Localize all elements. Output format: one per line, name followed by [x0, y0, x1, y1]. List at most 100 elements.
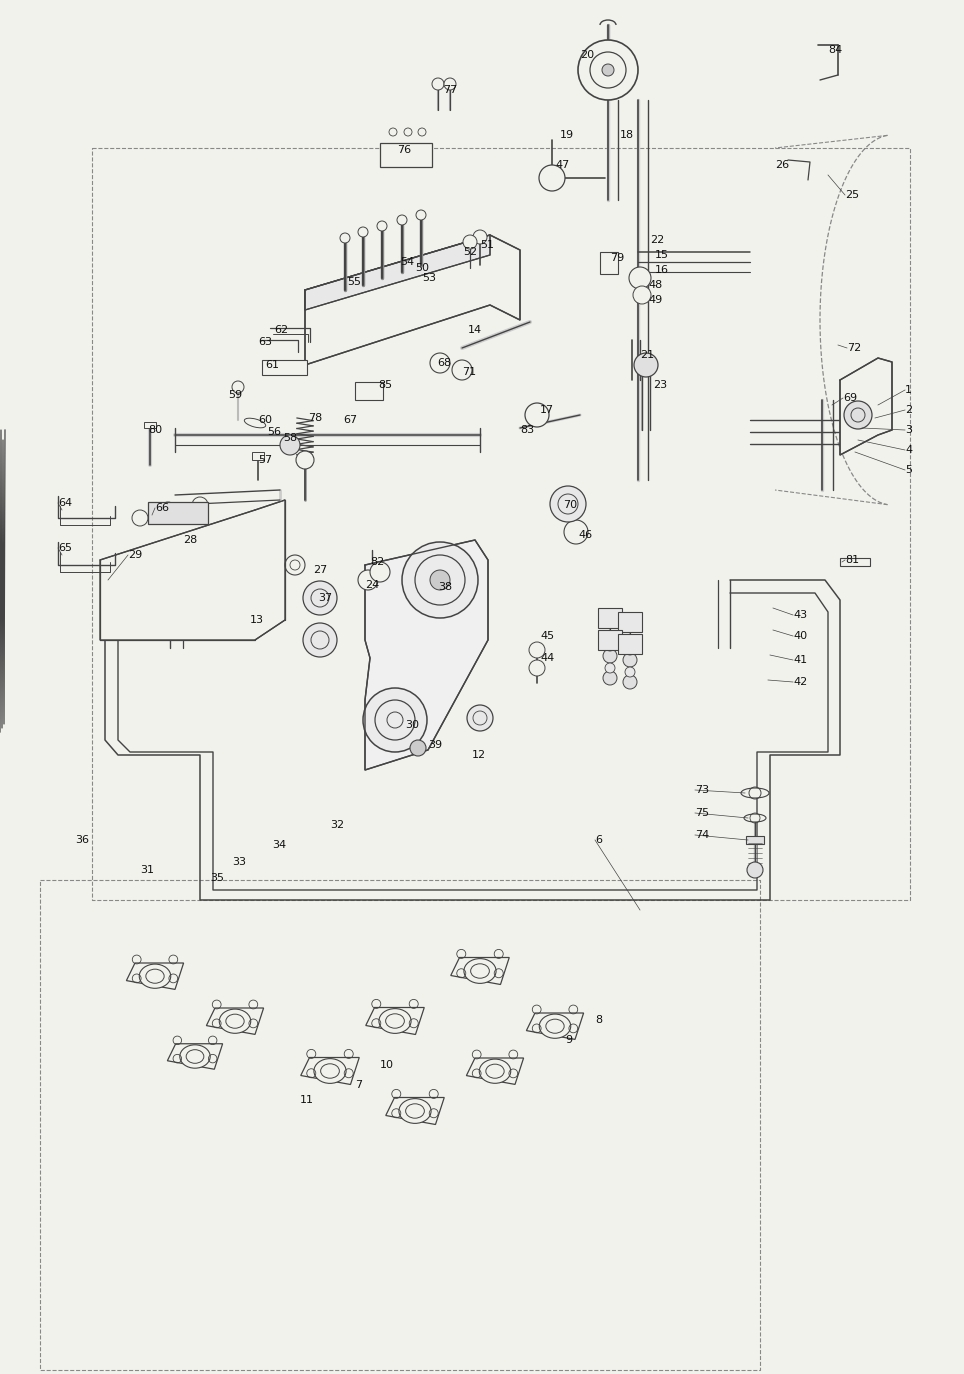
Polygon shape	[126, 963, 183, 989]
Circle shape	[605, 664, 615, 673]
Text: 71: 71	[462, 367, 476, 376]
Bar	[746, 835, 764, 844]
Text: 78: 78	[308, 414, 322, 423]
Ellipse shape	[219, 1009, 251, 1033]
Ellipse shape	[244, 418, 266, 427]
Text: 76: 76	[397, 146, 411, 155]
Circle shape	[550, 486, 586, 522]
Text: 8: 8	[595, 1015, 602, 1025]
Text: 84: 84	[828, 45, 843, 55]
Text: 75: 75	[695, 808, 710, 818]
Text: 25: 25	[845, 190, 859, 201]
Text: 80: 80	[148, 425, 162, 436]
Circle shape	[418, 128, 426, 136]
Bar	[840, 558, 870, 566]
Bar	[600, 251, 618, 273]
Bar	[618, 633, 642, 654]
Text: 77: 77	[443, 85, 457, 95]
Circle shape	[430, 570, 450, 589]
Circle shape	[467, 705, 493, 731]
Text: 11: 11	[300, 1095, 314, 1105]
Ellipse shape	[314, 1058, 346, 1083]
Text: 37: 37	[318, 594, 333, 603]
Circle shape	[844, 401, 872, 429]
Text: 22: 22	[650, 235, 664, 245]
Text: 15: 15	[655, 250, 669, 260]
Text: 40: 40	[793, 631, 807, 642]
Circle shape	[625, 666, 635, 677]
Text: 73: 73	[695, 785, 710, 796]
Text: 68: 68	[437, 359, 451, 368]
Circle shape	[303, 622, 337, 657]
Circle shape	[463, 235, 477, 249]
Polygon shape	[526, 1013, 583, 1039]
Text: 42: 42	[793, 677, 807, 687]
Ellipse shape	[741, 789, 769, 798]
Polygon shape	[100, 500, 285, 640]
Ellipse shape	[539, 1014, 571, 1039]
Text: 52: 52	[463, 247, 477, 257]
Polygon shape	[168, 1044, 223, 1069]
Circle shape	[602, 65, 614, 76]
Text: 36: 36	[75, 835, 89, 845]
Text: 19: 19	[560, 131, 575, 140]
Circle shape	[539, 165, 565, 191]
Circle shape	[625, 644, 635, 655]
Text: 5: 5	[905, 464, 912, 475]
Text: 24: 24	[365, 580, 379, 589]
Bar	[355, 382, 383, 400]
Polygon shape	[386, 1098, 444, 1124]
Text: 50: 50	[415, 262, 429, 273]
Text: 39: 39	[428, 741, 442, 750]
Text: 9: 9	[565, 1035, 572, 1046]
Bar	[598, 631, 622, 650]
Text: 48: 48	[648, 280, 662, 290]
Text: 59: 59	[228, 390, 242, 400]
Circle shape	[623, 675, 637, 688]
Text: 23: 23	[653, 381, 667, 390]
Text: 61: 61	[265, 360, 279, 370]
Text: 72: 72	[847, 344, 861, 353]
Text: 44: 44	[540, 653, 554, 664]
Ellipse shape	[744, 813, 766, 822]
Text: 6: 6	[595, 835, 602, 845]
Circle shape	[525, 403, 549, 427]
Circle shape	[633, 286, 651, 304]
Circle shape	[564, 519, 588, 544]
Text: 79: 79	[610, 253, 625, 262]
Circle shape	[404, 128, 412, 136]
Circle shape	[370, 562, 390, 583]
Circle shape	[232, 381, 244, 393]
Text: 43: 43	[793, 610, 807, 620]
Text: 26: 26	[775, 159, 790, 170]
Circle shape	[747, 861, 763, 878]
Polygon shape	[365, 540, 488, 769]
Polygon shape	[840, 359, 892, 455]
Text: 46: 46	[578, 530, 592, 540]
Text: 63: 63	[258, 337, 272, 348]
Circle shape	[340, 234, 350, 243]
Text: 45: 45	[540, 631, 554, 642]
Text: 17: 17	[540, 405, 554, 415]
Circle shape	[452, 360, 472, 381]
Text: 49: 49	[648, 295, 662, 305]
Circle shape	[529, 642, 545, 658]
Circle shape	[397, 214, 407, 225]
Bar	[262, 360, 307, 375]
Polygon shape	[206, 1009, 263, 1035]
Bar	[598, 609, 622, 628]
Text: 41: 41	[793, 655, 807, 665]
Circle shape	[303, 581, 337, 616]
Text: 34: 34	[272, 840, 286, 851]
Text: 3: 3	[905, 425, 912, 436]
Ellipse shape	[399, 1099, 431, 1124]
Text: 4: 4	[905, 445, 912, 455]
Text: 33: 33	[232, 857, 246, 867]
Text: 51: 51	[480, 240, 494, 250]
Ellipse shape	[464, 959, 496, 984]
Bar	[148, 502, 208, 523]
Text: 20: 20	[580, 49, 594, 60]
Polygon shape	[467, 1058, 523, 1084]
Text: 32: 32	[330, 820, 344, 830]
Ellipse shape	[139, 965, 171, 988]
